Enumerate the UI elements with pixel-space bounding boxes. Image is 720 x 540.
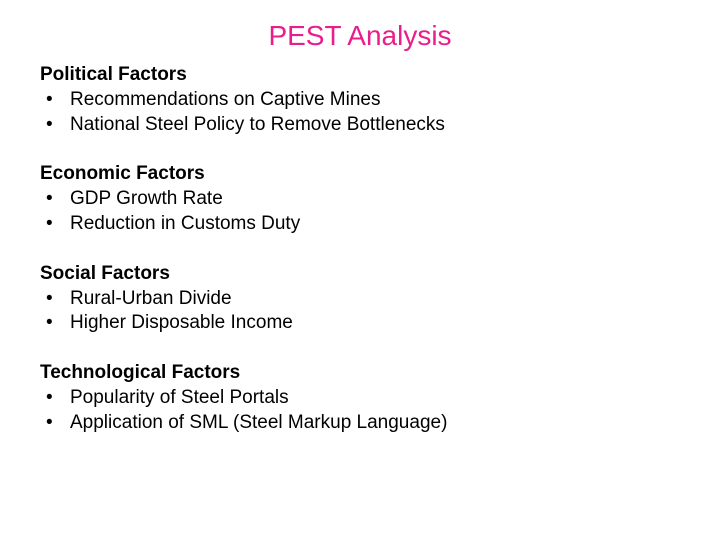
bullet-text: National Steel Policy to Remove Bottlene… bbox=[70, 114, 445, 135]
bullet-icon: • bbox=[40, 287, 70, 312]
slide-title: PEST Analysis bbox=[40, 20, 680, 52]
section-economic: Economic Factors •GDP Growth Rate •Reduc… bbox=[40, 163, 680, 236]
bullet-text: Application of SML (Steel Markup Languag… bbox=[70, 412, 447, 433]
section-political: Political Factors •Recommendations on Ca… bbox=[40, 64, 680, 137]
section-heading: Political Factors bbox=[40, 64, 680, 86]
bullet-icon: • bbox=[40, 386, 70, 411]
bullet-text: Higher Disposable Income bbox=[70, 312, 293, 333]
section-technological: Technological Factors •Popularity of Ste… bbox=[40, 362, 680, 435]
bullet-text: GDP Growth Rate bbox=[70, 188, 223, 209]
bullet-text: Reduction in Customs Duty bbox=[70, 213, 300, 234]
bullet-item: •Popularity of Steel Portals bbox=[40, 386, 680, 411]
bullet-item: •National Steel Policy to Remove Bottlen… bbox=[40, 113, 680, 138]
bullet-item: •Recommendations on Captive Mines bbox=[40, 88, 680, 113]
bullet-text: Rural-Urban Divide bbox=[70, 288, 232, 309]
bullet-icon: • bbox=[40, 311, 70, 336]
bullet-icon: • bbox=[40, 411, 70, 436]
section-social: Social Factors •Rural-Urban Divide •High… bbox=[40, 263, 680, 336]
section-heading: Social Factors bbox=[40, 263, 680, 285]
bullet-item: •GDP Growth Rate bbox=[40, 187, 680, 212]
bullet-item: •Rural-Urban Divide bbox=[40, 287, 680, 312]
bullet-text: Recommendations on Captive Mines bbox=[70, 89, 381, 110]
bullet-item: •Application of SML (Steel Markup Langua… bbox=[40, 411, 680, 436]
bullet-icon: • bbox=[40, 212, 70, 237]
bullet-icon: • bbox=[40, 187, 70, 212]
bullet-item: •Higher Disposable Income bbox=[40, 311, 680, 336]
bullet-item: •Reduction in Customs Duty bbox=[40, 212, 680, 237]
section-heading: Economic Factors bbox=[40, 163, 680, 185]
bullet-icon: • bbox=[40, 113, 70, 138]
section-heading: Technological Factors bbox=[40, 362, 680, 384]
slide-container: PEST Analysis Political Factors •Recomme… bbox=[0, 0, 720, 482]
bullet-icon: • bbox=[40, 88, 70, 113]
bullet-text: Popularity of Steel Portals bbox=[70, 387, 289, 408]
